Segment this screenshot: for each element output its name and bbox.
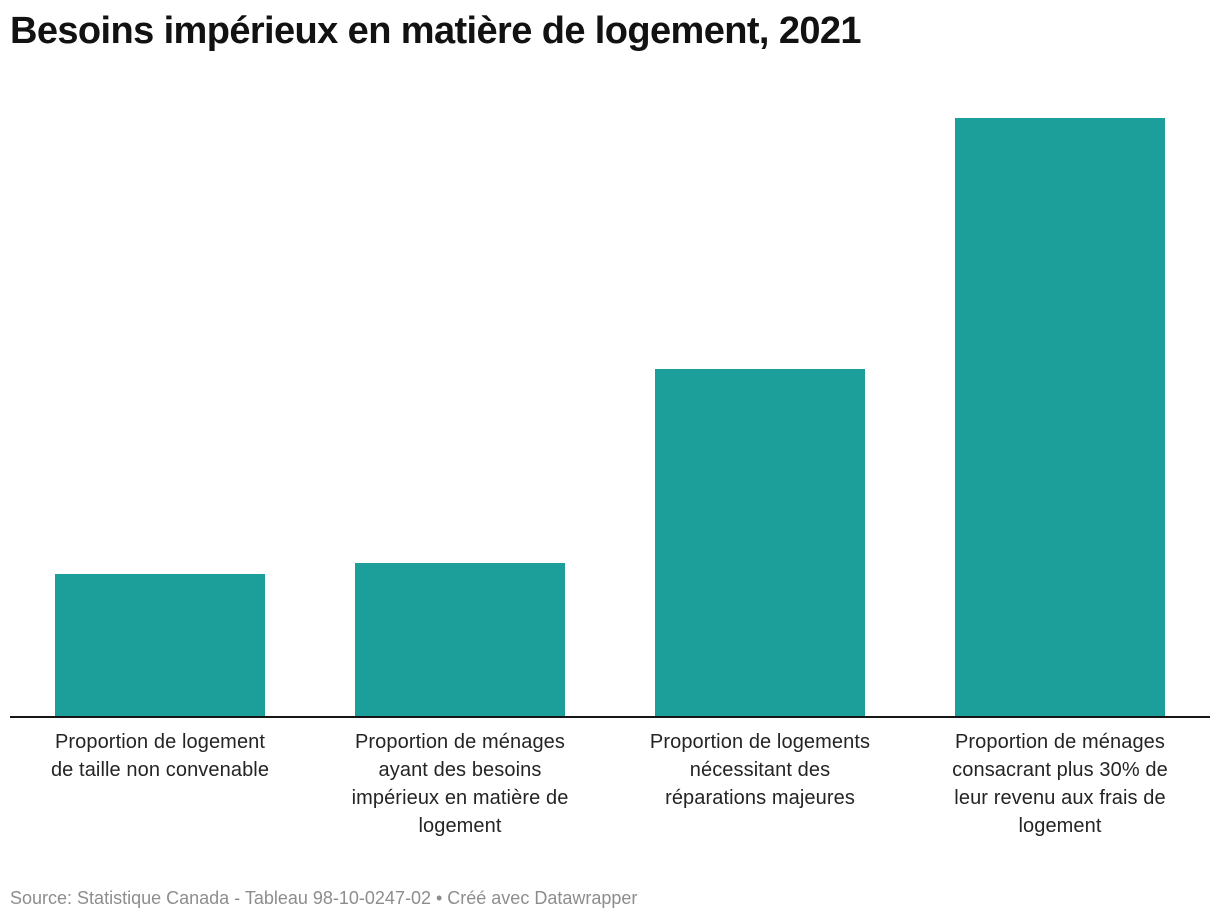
- separator-dot: •: [430, 888, 448, 908]
- bar-2[interactable]: [355, 563, 565, 716]
- source-link[interactable]: Statistique Canada - Tableau 98-10-0247-…: [77, 888, 431, 908]
- bar-column-3: [610, 118, 910, 716]
- byline-text: Créé avec: [447, 888, 535, 908]
- bar-3[interactable]: [655, 369, 865, 716]
- category-label-2: Proportion de ménages ayant des besoins …: [351, 731, 569, 837]
- category-labels-row: Proportion de logement de taille non con…: [10, 728, 1210, 840]
- chart-title: Besoins impérieux en matière de logement…: [10, 10, 862, 52]
- bar-column-4: [910, 118, 1210, 716]
- bar-column-2: [310, 118, 610, 716]
- datawrapper-link[interactable]: Datawrapper: [534, 888, 638, 908]
- category-label-1: Proportion de logement de taille non con…: [50, 731, 270, 781]
- source-label: Source:: [10, 888, 78, 908]
- bar-4[interactable]: [955, 118, 1165, 716]
- bar-column-1: [10, 118, 310, 716]
- x-axis-line: [10, 716, 1210, 718]
- source-line: Source: Statistique Canada - Tableau 98-…: [10, 886, 637, 910]
- category-label-4: Proportion de ménages consacrant plus 30…: [952, 731, 1168, 837]
- plot-area: [10, 118, 1210, 716]
- category-label-3: Proportion de logements nécessitant des …: [649, 731, 871, 809]
- bar-1[interactable]: [55, 574, 265, 716]
